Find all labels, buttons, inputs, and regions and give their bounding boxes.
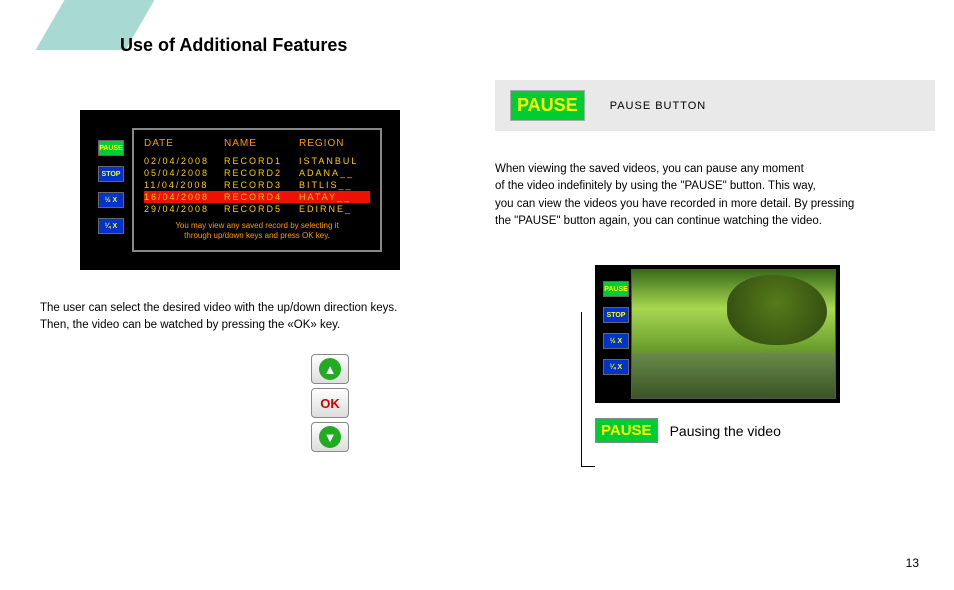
cell-date: 16/04/2008 [144, 192, 224, 202]
cell-region: ISTANBUL [299, 156, 369, 166]
table-row[interactable]: 05/04/2008RECORD2ADANA__ [144, 167, 370, 179]
cell-region: HATAY__ [299, 192, 369, 202]
right-para4: the "PAUSE" button again, you can contin… [495, 213, 935, 230]
cell-name: RECORD4 [224, 192, 299, 202]
cell-date: 02/04/2008 [144, 156, 224, 166]
record-screen: PAUSE STOP ½ X ¼ X DATE NAME REGION 02/0… [80, 110, 400, 270]
connector-line [581, 312, 595, 467]
cell-region: ADANA__ [299, 168, 369, 178]
table-row[interactable]: 16/04/2008RECORD4HATAY__ [144, 191, 370, 203]
remote-buttons: ▲ OK ▼ [190, 354, 470, 452]
cell-name: RECORD2 [224, 168, 299, 178]
up-button[interactable]: ▲ [311, 354, 349, 384]
left-column: PAUSE STOP ½ X ¼ X DATE NAME REGION 02/0… [40, 110, 470, 452]
video-screen: PAUSE STOP ½ X ¼ X [595, 265, 840, 403]
arrow-down-icon: ▼ [319, 426, 341, 448]
video-pause-button[interactable]: PAUSE [603, 281, 629, 297]
hint-line1: You may view any saved record by selecti… [175, 221, 338, 230]
side-buttons: PAUSE STOP ½ X ¼ X [98, 140, 124, 234]
video-quarter-button[interactable]: ¼ X [603, 359, 629, 375]
right-column: PAUSE PAUSE BUTTON When viewing the save… [495, 80, 935, 443]
video-side-buttons: PAUSE STOP ½ X ¼ X [603, 281, 629, 375]
cell-name: RECORD1 [224, 156, 299, 166]
left-text-line2: Then, the video can be watched by pressi… [40, 317, 470, 334]
right-para2: of the video indefinitely by using the "… [495, 178, 935, 195]
record-rows: 02/04/2008RECORD1ISTANBUL05/04/2008RECOR… [144, 155, 370, 215]
header-date: DATE [144, 138, 224, 149]
pause-bottom: PAUSE Pausing the video [595, 418, 935, 443]
pause-badge: PAUSE [510, 90, 585, 121]
pause-bottom-text: Pausing the video [670, 423, 781, 439]
table-row[interactable]: 29/04/2008RECORD5EDIRNE_ [144, 203, 370, 215]
left-text: The user can select the desired video wi… [40, 300, 470, 335]
table-row[interactable]: 02/04/2008RECORD1ISTANBUL [144, 155, 370, 167]
right-para1: When viewing the saved videos, you can p… [495, 161, 935, 178]
record-hint: You may view any saved record by selecti… [144, 221, 370, 242]
cell-date: 11/04/2008 [144, 180, 224, 190]
tree-shape [727, 275, 827, 345]
table-row[interactable]: 11/04/2008RECORD3BITLIS__ [144, 179, 370, 191]
video-half-button[interactable]: ½ X [603, 333, 629, 349]
water-reflection [632, 353, 835, 398]
down-button[interactable]: ▼ [311, 422, 349, 452]
right-para3: you can view the videos you have recorde… [495, 196, 935, 213]
header-name: NAME [224, 138, 299, 149]
stop-button[interactable]: STOP [98, 166, 124, 182]
page-title: Use of Additional Features [120, 35, 347, 56]
cell-name: RECORD3 [224, 180, 299, 190]
video-content [631, 269, 836, 399]
arrow-up-icon: ▲ [319, 358, 341, 380]
pause-button[interactable]: PAUSE [98, 140, 124, 156]
cell-name: RECORD5 [224, 204, 299, 214]
right-text: When viewing the saved videos, you can p… [495, 161, 935, 230]
half-speed-button[interactable]: ½ X [98, 192, 124, 208]
hint-line2: through up/down keys and press OK key. [184, 231, 330, 240]
cell-date: 29/04/2008 [144, 204, 224, 214]
cell-date: 05/04/2008 [144, 168, 224, 178]
left-text-line1: The user can select the desired video wi… [40, 300, 470, 317]
cell-region: EDIRNE_ [299, 204, 369, 214]
record-headers: DATE NAME REGION [144, 138, 370, 149]
record-inner: DATE NAME REGION 02/04/2008RECORD1ISTANB… [132, 128, 382, 252]
page-number: 13 [906, 556, 919, 570]
header-region: REGION [299, 138, 369, 149]
pause-label: PAUSE BUTTON [610, 100, 707, 112]
quarter-speed-button[interactable]: ¼ X [98, 218, 124, 234]
ok-button[interactable]: OK [311, 388, 349, 418]
video-stop-button[interactable]: STOP [603, 307, 629, 323]
cell-region: BITLIS__ [299, 180, 369, 190]
pause-bottom-badge: PAUSE [595, 418, 658, 443]
right-header: PAUSE PAUSE BUTTON [495, 80, 935, 131]
